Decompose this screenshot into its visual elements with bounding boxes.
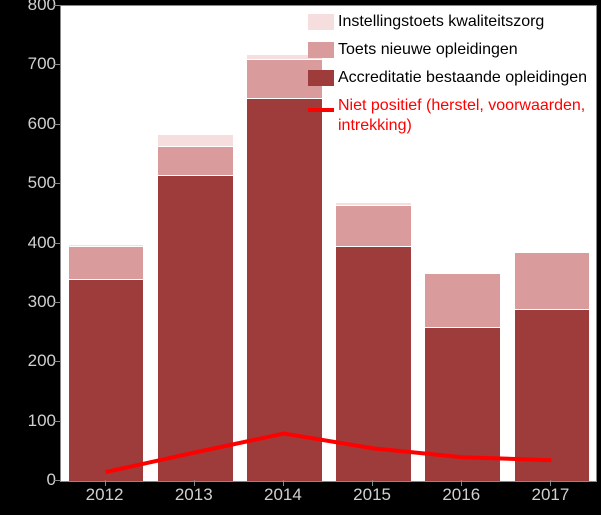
bar-segment-accreditatie — [68, 279, 144, 481]
y-tick — [54, 302, 60, 303]
y-tick-label: 0 — [6, 470, 56, 490]
bar-segment-toets_nieuwe — [514, 252, 590, 308]
bar-segment-instellingstoets — [335, 202, 411, 205]
bar-segment-toets_nieuwe — [335, 205, 411, 247]
x-tick-label: 2012 — [65, 485, 145, 505]
legend-swatch — [308, 42, 334, 58]
legend-label: Niet positief (herstel, voorwaarden, int… — [338, 96, 588, 136]
bar-segment-toets_nieuwe — [157, 146, 233, 176]
bar-segment-accreditatie — [514, 309, 590, 481]
legend: Instellingstoets kwaliteitszorg Toets ni… — [308, 12, 588, 144]
plot-area: Instellingstoets kwaliteitszorg Toets ni… — [60, 5, 597, 482]
x-tick-label: 2013 — [154, 485, 234, 505]
bar-segment-accreditatie — [424, 327, 500, 481]
legend-swatch — [308, 70, 334, 86]
y-tick — [54, 243, 60, 244]
bar-segment-instellingstoets — [424, 272, 500, 273]
bar-segment-accreditatie — [157, 175, 233, 481]
y-tick — [54, 124, 60, 125]
y-tick — [54, 421, 60, 422]
legend-item-toets-nieuwe: Toets nieuwe opleidingen — [308, 40, 588, 60]
bar-segment-instellingstoets — [514, 251, 590, 252]
y-tick-label: 400 — [6, 233, 56, 253]
y-tick-label: 300 — [6, 292, 56, 312]
bar-segment-accreditatie — [246, 98, 322, 481]
y-tick-label: 700 — [6, 54, 56, 74]
bar-segment-toets_nieuwe — [68, 246, 144, 279]
y-tick-label: 600 — [6, 114, 56, 134]
y-tick-label: 100 — [6, 411, 56, 431]
legend-label: Accreditatie bestaande opleidingen — [338, 68, 587, 88]
legend-line-swatch — [308, 98, 334, 114]
legend-item-instellingstoets: Instellingstoets kwaliteitszorg — [308, 12, 588, 32]
x-tick-label: 2017 — [510, 485, 590, 505]
bar-segment-instellingstoets — [157, 134, 233, 146]
chart-container: Instellingstoets kwaliteitszorg Toets ni… — [0, 0, 601, 515]
y-tick — [54, 361, 60, 362]
bar-group — [157, 6, 233, 481]
y-tick-label: 800 — [6, 0, 56, 15]
y-tick — [54, 5, 60, 6]
y-tick — [54, 183, 60, 184]
bar-group — [68, 6, 144, 481]
bar-segment-instellingstoets — [68, 244, 144, 247]
legend-swatch — [308, 14, 334, 30]
x-tick-label: 2015 — [332, 485, 412, 505]
legend-label: Toets nieuwe opleidingen — [338, 40, 518, 60]
legend-label: Instellingstoets kwaliteitszorg — [338, 12, 544, 32]
y-tick-label: 500 — [6, 173, 56, 193]
bar-segment-accreditatie — [335, 246, 411, 481]
y-tick-label: 200 — [6, 351, 56, 371]
bar-segment-toets_nieuwe — [424, 273, 500, 326]
x-tick-label: 2016 — [421, 485, 501, 505]
x-tick-label: 2014 — [243, 485, 323, 505]
legend-item-accreditatie: Accreditatie bestaande opleidingen — [308, 68, 588, 88]
legend-item-line: Niet positief (herstel, voorwaarden, int… — [308, 96, 588, 136]
y-tick — [54, 64, 60, 65]
y-tick — [54, 480, 60, 481]
